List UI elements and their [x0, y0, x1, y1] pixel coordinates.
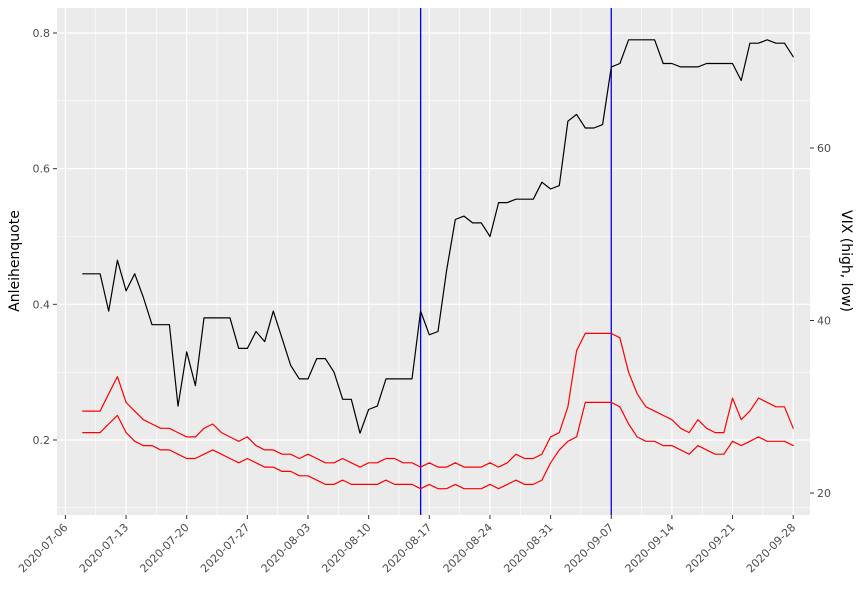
x-tick-label: 2020-07-27 [198, 521, 252, 575]
x-tick-label: 2020-08-10 [319, 521, 373, 575]
y-right-tick-label: 40 [817, 315, 831, 328]
x-tick-label: 2020-08-03 [259, 521, 313, 575]
gridlines-minor [57, 8, 810, 515]
x-tick-label: 2020-08-31 [501, 521, 555, 575]
tick-marks [53, 32, 814, 519]
x-tick-label: 2020-08-17 [380, 521, 434, 575]
x-tick-label: 2020-09-07 [562, 521, 616, 575]
y-left-tick-label: 0.8 [33, 27, 51, 40]
x-tick-label: 2020-09-28 [744, 521, 798, 575]
y-axis-title-left: Anleihenquote [7, 210, 23, 312]
x-tick-label: 2020-08-24 [441, 521, 495, 575]
y-left-tick-label: 0.4 [33, 298, 51, 311]
x-tick-label: 2020-07-20 [137, 521, 191, 575]
y-axis-title-right: VIX (high, low) [838, 210, 854, 312]
y-right-tick-label: 20 [817, 487, 831, 500]
vix-low-line [82, 401, 794, 490]
gridlines-major [57, 8, 810, 515]
y-left-tick-label: 0.2 [33, 434, 51, 447]
x-tick-label: 2020-07-06 [16, 521, 70, 575]
anleihenquote-line [82, 39, 794, 434]
x-tick-label: 2020-09-21 [683, 521, 737, 575]
y-left-tick-label: 0.6 [33, 163, 51, 176]
vix-high-line [82, 332, 794, 468]
x-tick-label: 2020-09-14 [623, 521, 677, 575]
x-tick-label: 2020-07-13 [77, 521, 131, 575]
y-right-tick-label: 60 [817, 142, 831, 155]
plot-panel [57, 8, 810, 515]
